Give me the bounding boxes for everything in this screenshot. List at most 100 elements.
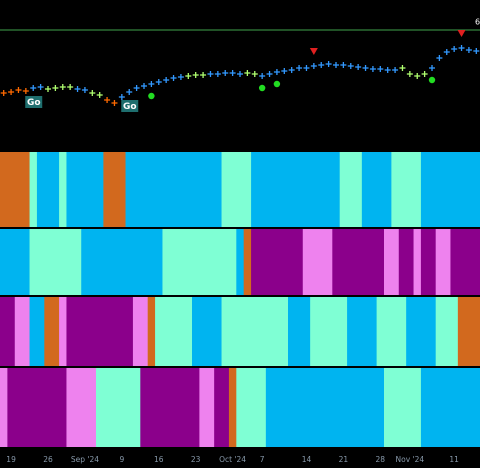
signal-triangle — [457, 30, 466, 37]
band-segment — [214, 368, 230, 447]
price-bar — [325, 61, 332, 67]
price-bar — [266, 71, 273, 77]
band-segment — [406, 297, 437, 366]
x-tick-label: Oct '24 — [219, 455, 246, 464]
band-segment — [66, 368, 97, 447]
price-bar — [288, 67, 295, 73]
price-bar — [429, 65, 435, 71]
band-segment — [243, 229, 252, 295]
price-bar — [170, 75, 177, 81]
reference-label: 6 — [475, 18, 480, 27]
band-segment — [384, 229, 400, 295]
x-tick-label: Nov '24 — [396, 455, 425, 464]
band-segment — [66, 152, 104, 227]
price-bar — [281, 68, 288, 74]
band-segment — [420, 152, 480, 227]
band-segment — [384, 368, 422, 447]
price-bar — [273, 69, 280, 75]
price-bar — [237, 71, 243, 77]
band-segment — [221, 152, 252, 227]
band-segment — [199, 368, 215, 447]
band-segment — [221, 297, 289, 366]
x-tick-label: Sep '24 — [71, 455, 99, 464]
go-label: Go — [27, 98, 41, 108]
band-segment — [435, 297, 459, 366]
band-segment — [7, 368, 67, 447]
price-bar — [384, 67, 391, 73]
price-bar — [59, 84, 66, 90]
signal-dot — [258, 84, 266, 92]
price-bar — [340, 62, 347, 68]
band-segment — [0, 368, 8, 447]
band-segment — [29, 152, 38, 227]
price-bar — [74, 86, 81, 92]
price-bar — [141, 83, 147, 89]
price-bar — [399, 65, 406, 71]
band-segment — [29, 229, 82, 295]
price-bar — [443, 49, 450, 55]
price-bar — [163, 77, 170, 83]
band-segment — [0, 229, 31, 295]
price-bar — [0, 90, 7, 96]
band-segment — [59, 297, 67, 366]
band-segment — [391, 152, 422, 227]
price-bar — [465, 47, 472, 53]
price-bar — [192, 72, 199, 78]
signal-dot — [428, 76, 436, 84]
x-tick-label: 19 — [6, 455, 16, 464]
x-tick-label: 16 — [154, 455, 164, 464]
price-bar — [67, 84, 74, 90]
x-tick-label: 11 — [449, 455, 459, 464]
band-segment — [29, 297, 45, 366]
band-segment — [376, 297, 407, 366]
band-segment — [288, 297, 311, 366]
band-segment — [36, 152, 60, 227]
price-bar — [185, 73, 192, 79]
band-segment — [347, 297, 378, 366]
price-bar — [229, 70, 236, 76]
band-segment — [302, 229, 333, 295]
band-segment — [251, 152, 341, 227]
band-segment — [103, 152, 127, 227]
price-bar — [259, 73, 266, 79]
band-segment — [147, 297, 156, 366]
x-tick-label: 9 — [119, 455, 124, 464]
band-segment — [66, 297, 134, 366]
band-segment — [420, 368, 480, 447]
band-segment — [398, 229, 415, 295]
price-bar — [251, 71, 258, 77]
signal-dot — [273, 80, 281, 88]
price-bar — [15, 87, 22, 93]
band-segment — [132, 297, 149, 366]
price-bar — [52, 85, 59, 91]
x-tick-label: 21 — [339, 455, 349, 464]
price-bar — [369, 66, 376, 72]
go-label: Go — [123, 102, 137, 112]
x-tick-label: 7 — [260, 455, 265, 464]
band-segment — [155, 297, 193, 366]
price-bar — [421, 71, 428, 77]
price-bar — [414, 73, 421, 79]
price-bar — [473, 48, 480, 54]
band-segment — [361, 152, 392, 227]
x-tick-label: 28 — [376, 455, 386, 464]
band-segment — [435, 229, 451, 295]
price-bar — [177, 74, 184, 80]
price-bar — [362, 65, 369, 71]
price-bar — [244, 70, 251, 76]
price-bar — [207, 71, 214, 77]
x-tick-label: 14 — [302, 455, 312, 464]
band-segment — [96, 368, 141, 447]
price-bar — [458, 45, 465, 51]
band-segment — [0, 152, 31, 227]
band-segment — [457, 297, 480, 366]
band-segment — [310, 297, 348, 366]
band-segment — [125, 152, 223, 227]
price-bar — [96, 92, 103, 98]
band-segment — [332, 229, 385, 295]
price-bar — [303, 65, 310, 71]
price-bar — [347, 63, 354, 69]
price-bar — [8, 89, 15, 95]
x-tick-label: 26 — [43, 455, 53, 464]
